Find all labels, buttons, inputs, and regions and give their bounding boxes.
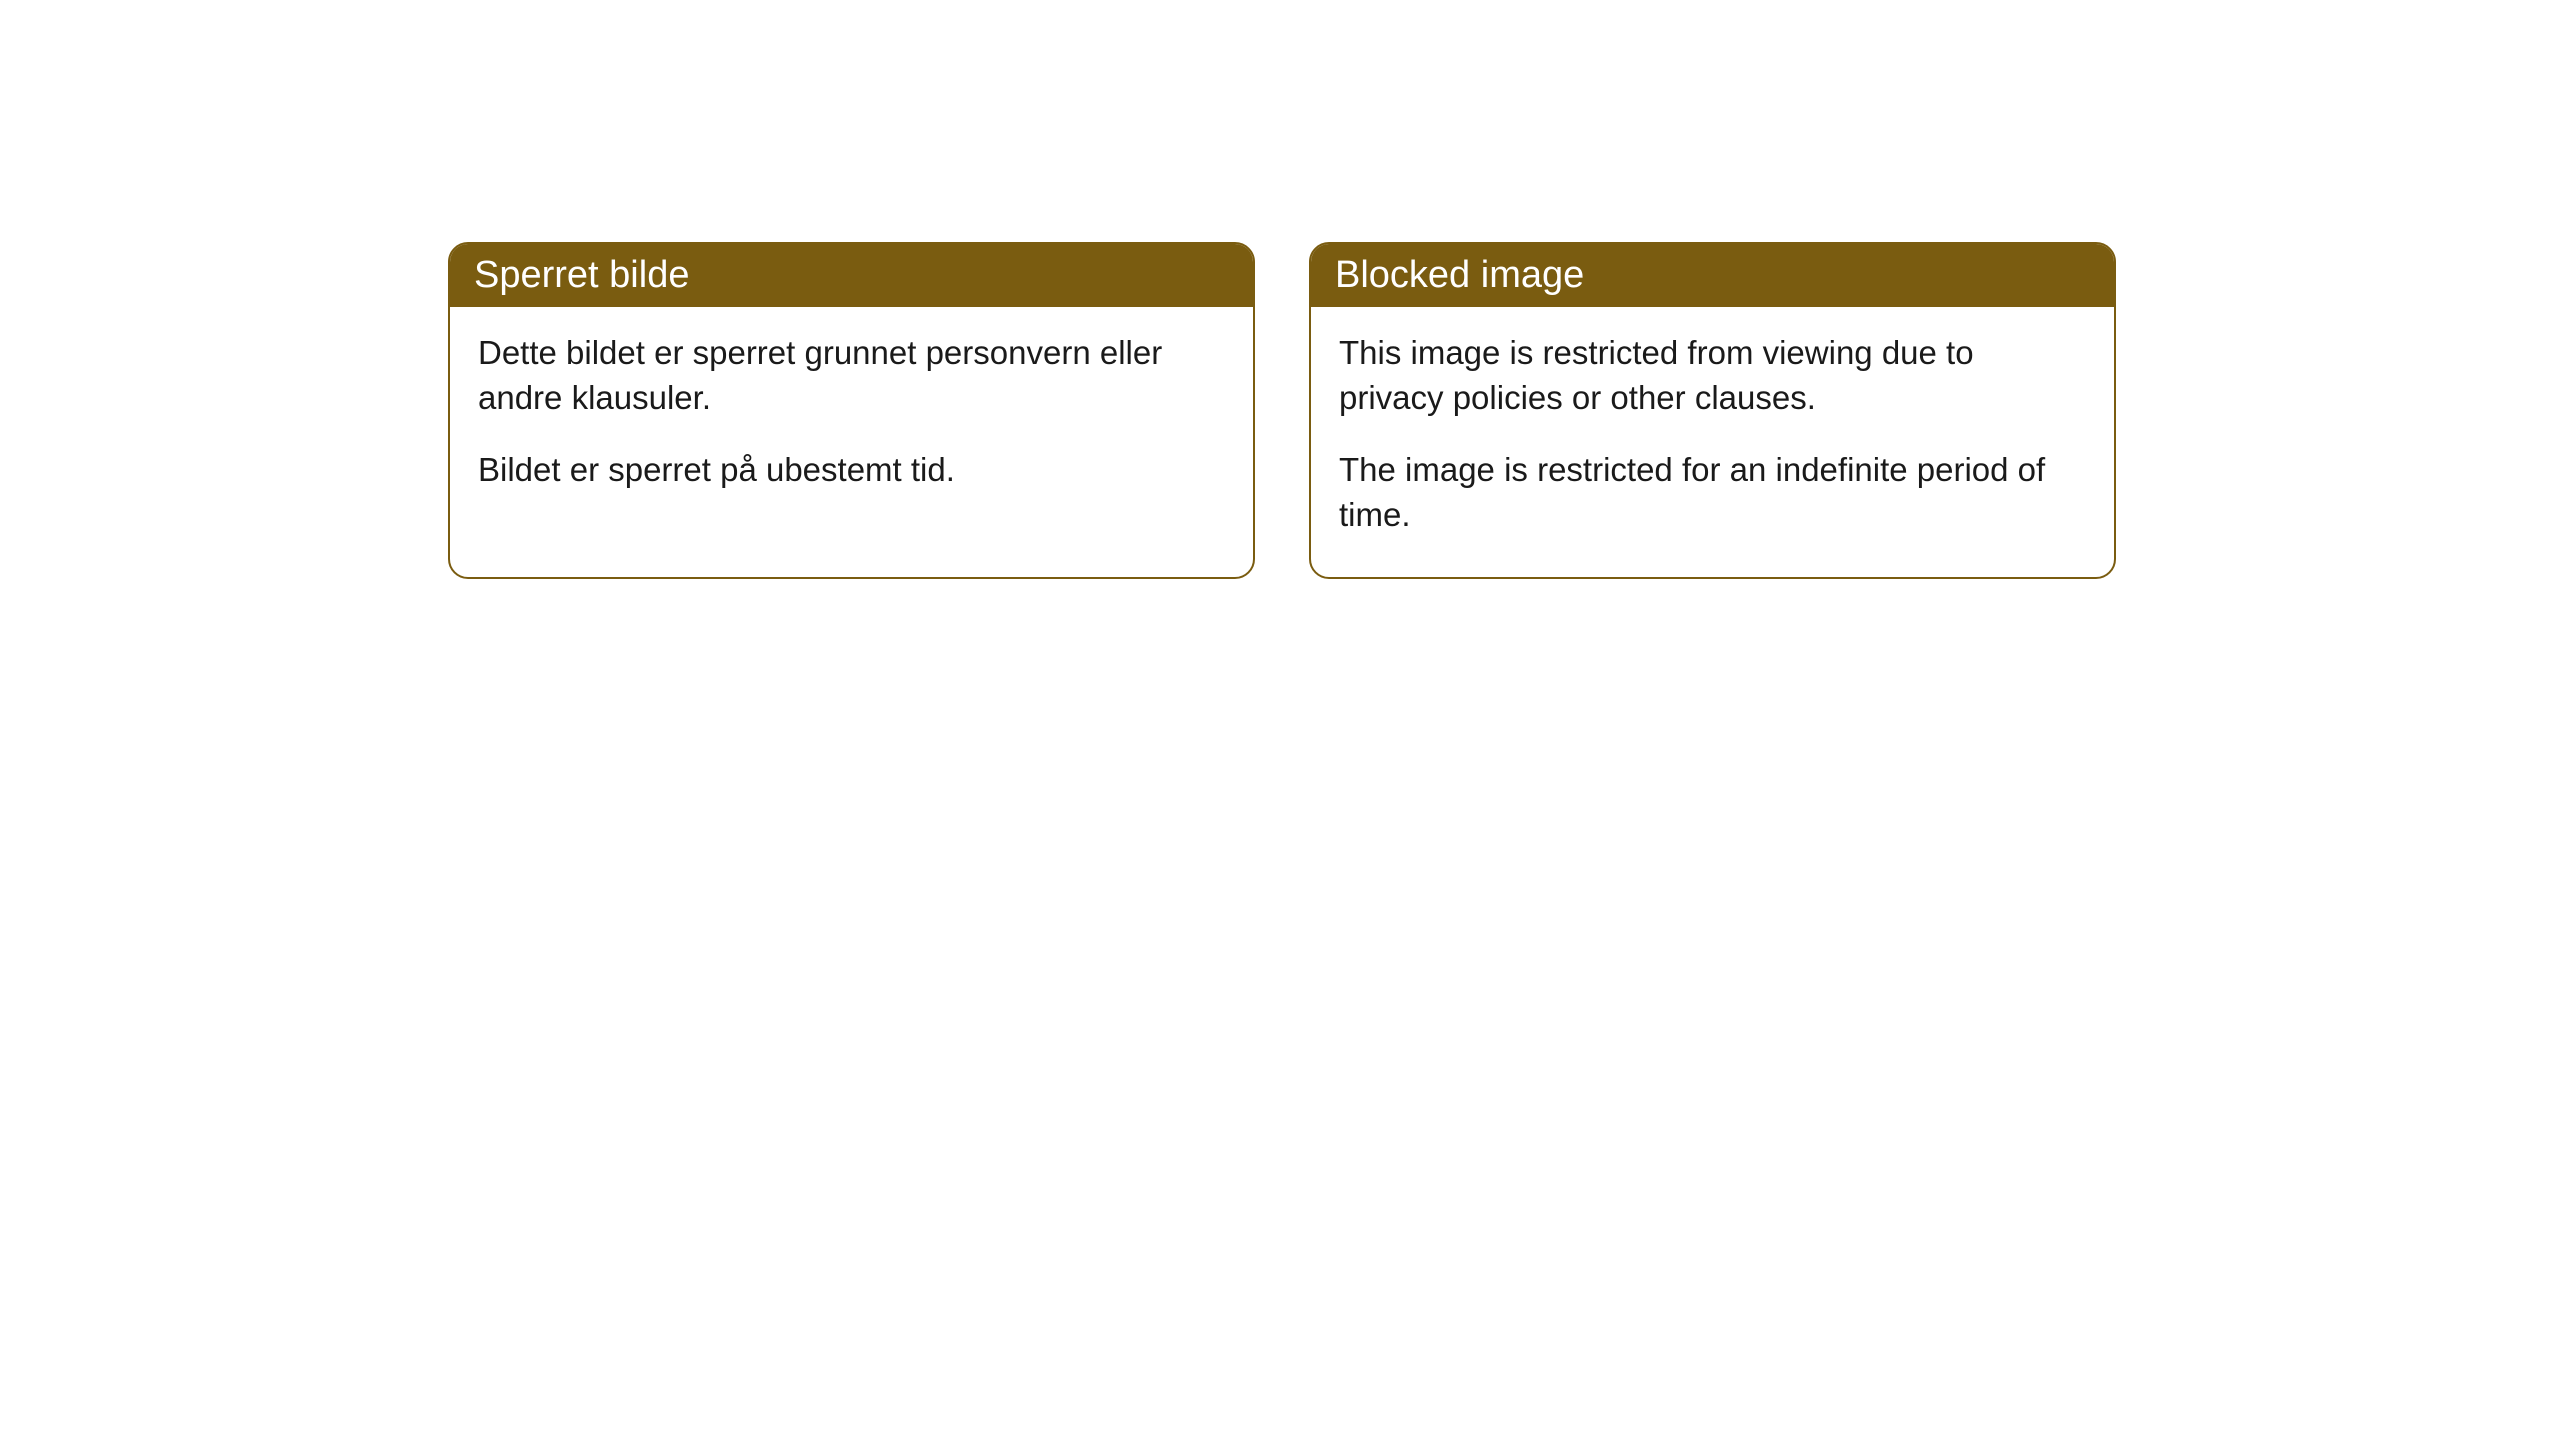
card-header: Sperret bilde (450, 244, 1253, 307)
card-paragraph-2: Bildet er sperret på ubestemt tid. (478, 448, 1225, 493)
card-body: This image is restricted from viewing du… (1311, 307, 2114, 577)
card-paragraph-2: The image is restricted for an indefinit… (1339, 448, 2086, 537)
card-paragraph-1: Dette bildet er sperret grunnet personve… (478, 331, 1225, 420)
notice-cards-container: Sperret bilde Dette bildet er sperret gr… (0, 0, 2560, 579)
card-title: Sperret bilde (474, 254, 689, 296)
card-header: Blocked image (1311, 244, 2114, 307)
card-body: Dette bildet er sperret grunnet personve… (450, 307, 1253, 533)
blocked-image-card-english: Blocked image This image is restricted f… (1309, 242, 2116, 579)
card-paragraph-1: This image is restricted from viewing du… (1339, 331, 2086, 420)
card-title: Blocked image (1335, 254, 1584, 296)
blocked-image-card-norwegian: Sperret bilde Dette bildet er sperret gr… (448, 242, 1255, 579)
